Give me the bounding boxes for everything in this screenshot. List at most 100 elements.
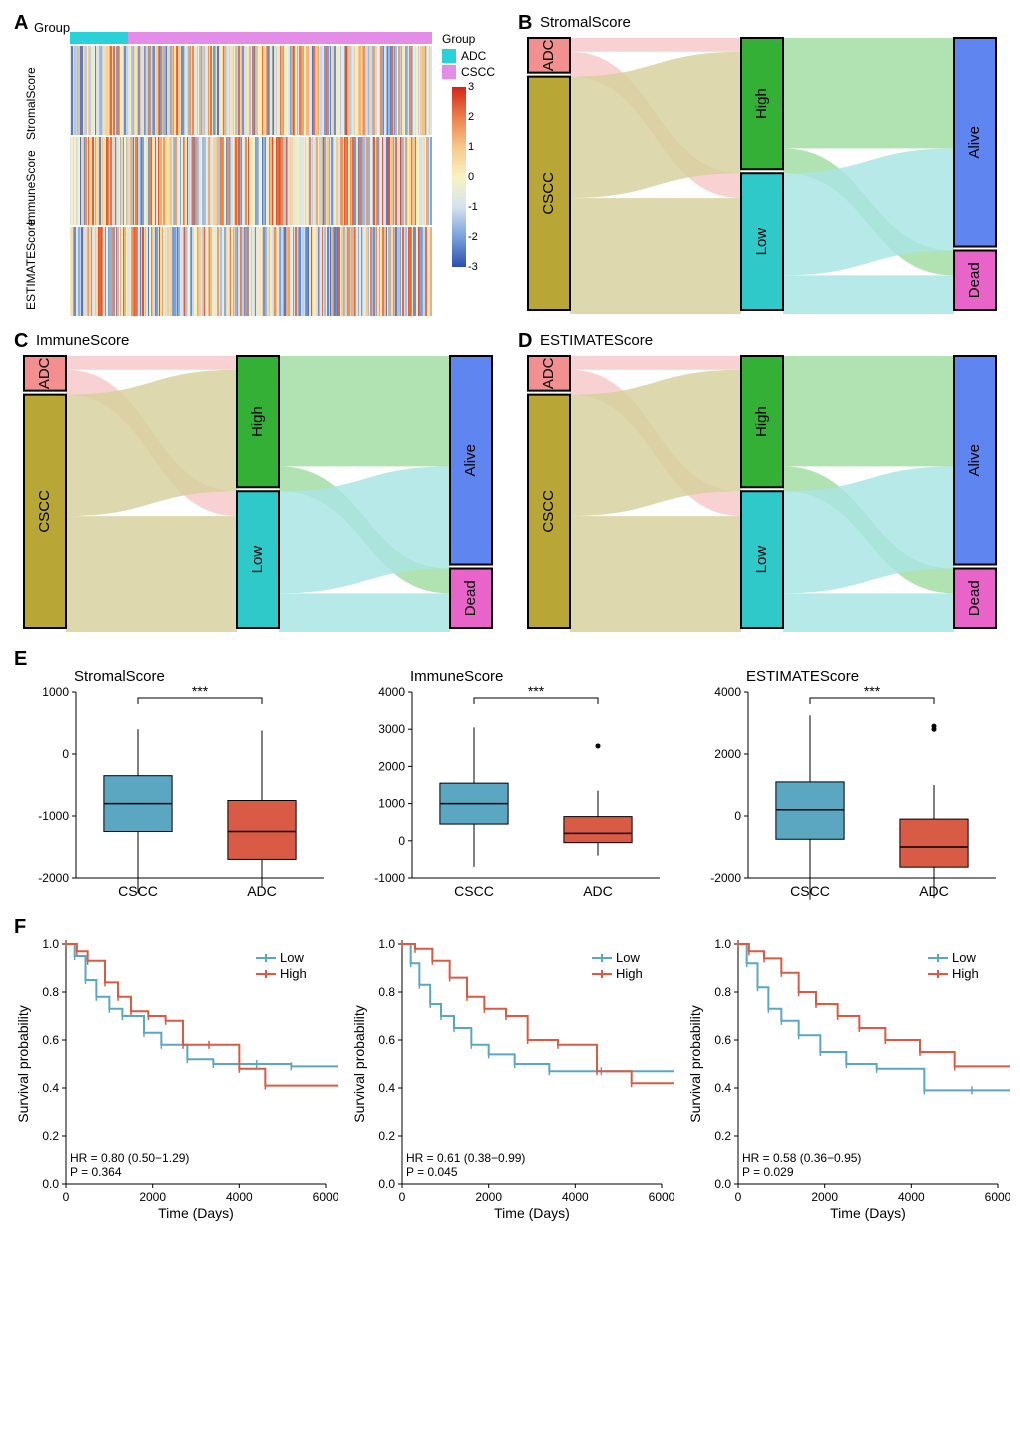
svg-text:CSCC: CSCC [540,172,557,215]
svg-text:2000: 2000 [811,1190,838,1204]
svg-text:ADC: ADC [540,357,557,389]
svg-text:Low: Low [280,950,304,965]
svg-text:0.4: 0.4 [714,1081,731,1095]
svg-text:0: 0 [399,1190,406,1204]
colorbar: -3-2-10123 [452,87,466,267]
svg-text:0.4: 0.4 [42,1081,59,1095]
svg-text:0.6: 0.6 [42,1033,59,1047]
sankey-b: ADCCSCCHighLowAliveDead [514,10,1010,320]
svg-text:ADC: ADC [36,357,53,389]
svg-text:1000: 1000 [378,797,405,811]
panel-label-c: C [14,330,28,353]
group-legend: Group ADC CSCC [442,32,502,79]
svg-text:0.0: 0.0 [714,1177,731,1191]
svg-text:HR = 0.58 (0.36−0.95): HR = 0.58 (0.36−0.95) [742,1151,861,1165]
svg-text:4000: 4000 [378,685,405,699]
svg-text:0: 0 [62,747,69,761]
svg-text:ADC: ADC [919,883,949,899]
svg-text:High: High [249,406,266,437]
boxplot-row: StromalScore-2000-100001000CSCCADC***Imm… [10,646,1010,906]
svg-text:6000: 6000 [313,1190,338,1204]
figure-grid: A Group Group ADC CSCC -3-2-10123 Stroma… [10,10,1010,1224]
svg-text:High: High [280,966,307,981]
svg-text:ADC: ADC [540,39,557,71]
panel-d: D ESTIMATEScore ADCCSCCHighLowAliveDead [514,328,1010,638]
svg-text:Time (Days): Time (Days) [494,1205,570,1221]
svg-text:CSCC: CSCC [790,883,830,899]
heatmap: Group Group ADC CSCC -3-2-10123 StromalS… [10,10,506,320]
svg-text:CSCC: CSCC [36,490,53,533]
survival-row: 0.0 0.2 0.4 0.6 0.8 1.0 0 2000 4000 6000 Time (Day… [10,914,1010,1224]
svg-text:HR = 0.80 (0.50−1.29): HR = 0.80 (0.50−1.29) [70,1151,189,1165]
panel-c: C ImmuneScore ADC CSCC High Low Alive Dead [10,328,506,638]
svg-text:Survival probability: Survival probability [687,1005,703,1123]
svg-text:CSCC: CSCC [540,490,557,533]
svg-text:P = 0.364: P = 0.364 [70,1165,122,1179]
svg-text:Dead: Dead [462,580,479,616]
svg-text:2000: 2000 [714,747,741,761]
svg-text:ADC: ADC [583,883,613,899]
svg-text:0: 0 [735,1190,742,1204]
svg-text:2000: 2000 [139,1190,166,1204]
svg-text:0: 0 [734,809,741,823]
svg-text:4000: 4000 [714,685,741,699]
svg-text:0: 0 [398,834,405,848]
legend-label-adc: ADC [461,49,486,63]
svg-text:***: *** [192,683,209,699]
svg-text:-2000: -2000 [38,871,69,885]
svg-text:P = 0.029: P = 0.029 [742,1165,794,1179]
svg-text:0.2: 0.2 [714,1129,731,1143]
svg-text:High: High [753,406,770,437]
svg-text:1.0: 1.0 [378,937,395,951]
svg-text:0.8: 0.8 [42,985,59,999]
svg-text:2000: 2000 [378,759,405,773]
svg-text:Time (Days): Time (Days) [158,1205,234,1221]
legend-label-cscc: CSCC [461,65,495,79]
svg-text:***: *** [528,683,545,699]
legend-swatch-adc [442,49,456,63]
legend-swatch-cscc [442,65,456,79]
svg-text:CSCC: CSCC [454,883,494,899]
svg-text:0.4: 0.4 [378,1081,395,1095]
colorbar-ticks: -3-2-10123 [468,87,498,267]
svg-text:Low: Low [952,950,976,965]
svg-text:4000: 4000 [898,1190,925,1204]
svg-text:0.6: 0.6 [714,1033,731,1047]
svg-text:Dead: Dead [966,262,983,298]
svg-text:Dead: Dead [966,580,983,616]
svg-text:ADC: ADC [247,883,277,899]
svg-text:Low: Low [249,546,266,574]
panel-title-c: ImmuneScore [36,332,129,349]
legend-title: Group [442,32,502,46]
svg-text:Alive: Alive [966,444,983,477]
svg-text:-1000: -1000 [374,871,405,885]
panel-title-d: ESTIMATEScore [540,332,653,349]
svg-text:Alive: Alive [462,444,479,477]
svg-text:Low: Low [616,950,640,965]
svg-text:Low: Low [753,228,770,256]
sankey-d: ADCCSCCHighLowAliveDead [514,328,1010,638]
panel-label-a: A [14,12,28,35]
svg-text:4000: 4000 [562,1190,589,1204]
svg-text:-2000: -2000 [710,871,741,885]
svg-text:***: *** [864,683,881,699]
svg-text:Survival probability: Survival probability [15,1005,31,1123]
svg-text:Survival probability: Survival probability [351,1005,367,1123]
svg-text:0.6: 0.6 [378,1033,395,1047]
svg-text:Alive: Alive [966,126,983,159]
panel-e: E StromalScore-2000-100001000CSCCADC***I… [10,646,1010,906]
svg-text:6000: 6000 [649,1190,674,1204]
svg-text:0.2: 0.2 [42,1129,59,1143]
panel-label-d: D [518,330,532,353]
sankey-c: ADC CSCC High Low Alive Dead [10,328,506,638]
svg-text:0.0: 0.0 [42,1177,59,1191]
heatmap-rows [70,32,432,316]
svg-text:High: High [616,966,643,981]
svg-text:-1000: -1000 [38,809,69,823]
svg-text:1000: 1000 [42,685,69,699]
panel-label-e: E [14,648,27,671]
svg-text:CSCC: CSCC [118,883,158,899]
svg-text:0.2: 0.2 [378,1129,395,1143]
svg-text:4000: 4000 [226,1190,253,1204]
panel-label-b: B [518,12,532,35]
